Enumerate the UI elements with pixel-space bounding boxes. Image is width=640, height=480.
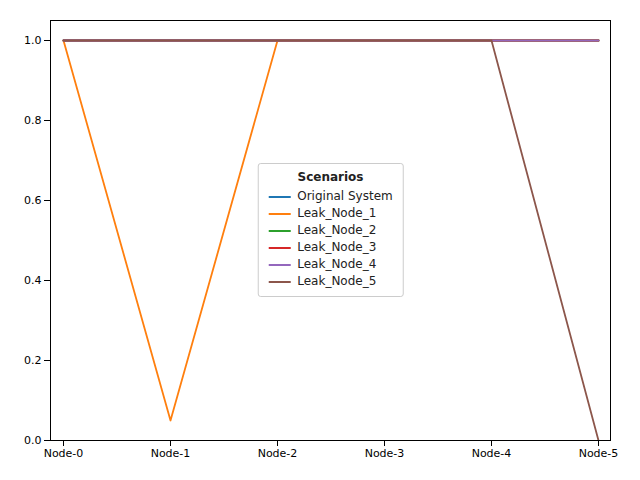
html-text:Leak_Node_3: Leak_Node_3 <box>297 240 377 254</box>
svg-text:Node-1: Node-1 <box>151 447 191 460</box>
svg-text:Node-2: Node-2 <box>258 447 298 460</box>
svg-text:0.8: 0.8 <box>24 114 42 127</box>
svg-text:Node-4: Node-4 <box>472 447 512 460</box>
svg-text:0.2: 0.2 <box>24 354 42 367</box>
svg-text:0.6: 0.6 <box>24 194 42 207</box>
svg-text:Node-0: Node-0 <box>44 447 84 460</box>
svg-text:Node-3: Node-3 <box>365 447 405 460</box>
html-text:Original System: Original System <box>297 189 393 203</box>
html-text:Leak_Node_2: Leak_Node_2 <box>297 223 377 237</box>
html-text:Leak_Node_4: Leak_Node_4 <box>297 257 377 271</box>
svg-text:0.4: 0.4 <box>24 274 42 287</box>
html-text:Scenarios: Scenarios <box>297 170 364 184</box>
html-text:Leak_Node_1: Leak_Node_1 <box>297 206 377 220</box>
svg-text:0.0: 0.0 <box>24 434 42 447</box>
html-text:Leak_Node_5: Leak_Node_5 <box>297 274 377 288</box>
svg-text:1.0: 1.0 <box>24 34 42 47</box>
svg-text:Node-5: Node-5 <box>579 447 619 460</box>
